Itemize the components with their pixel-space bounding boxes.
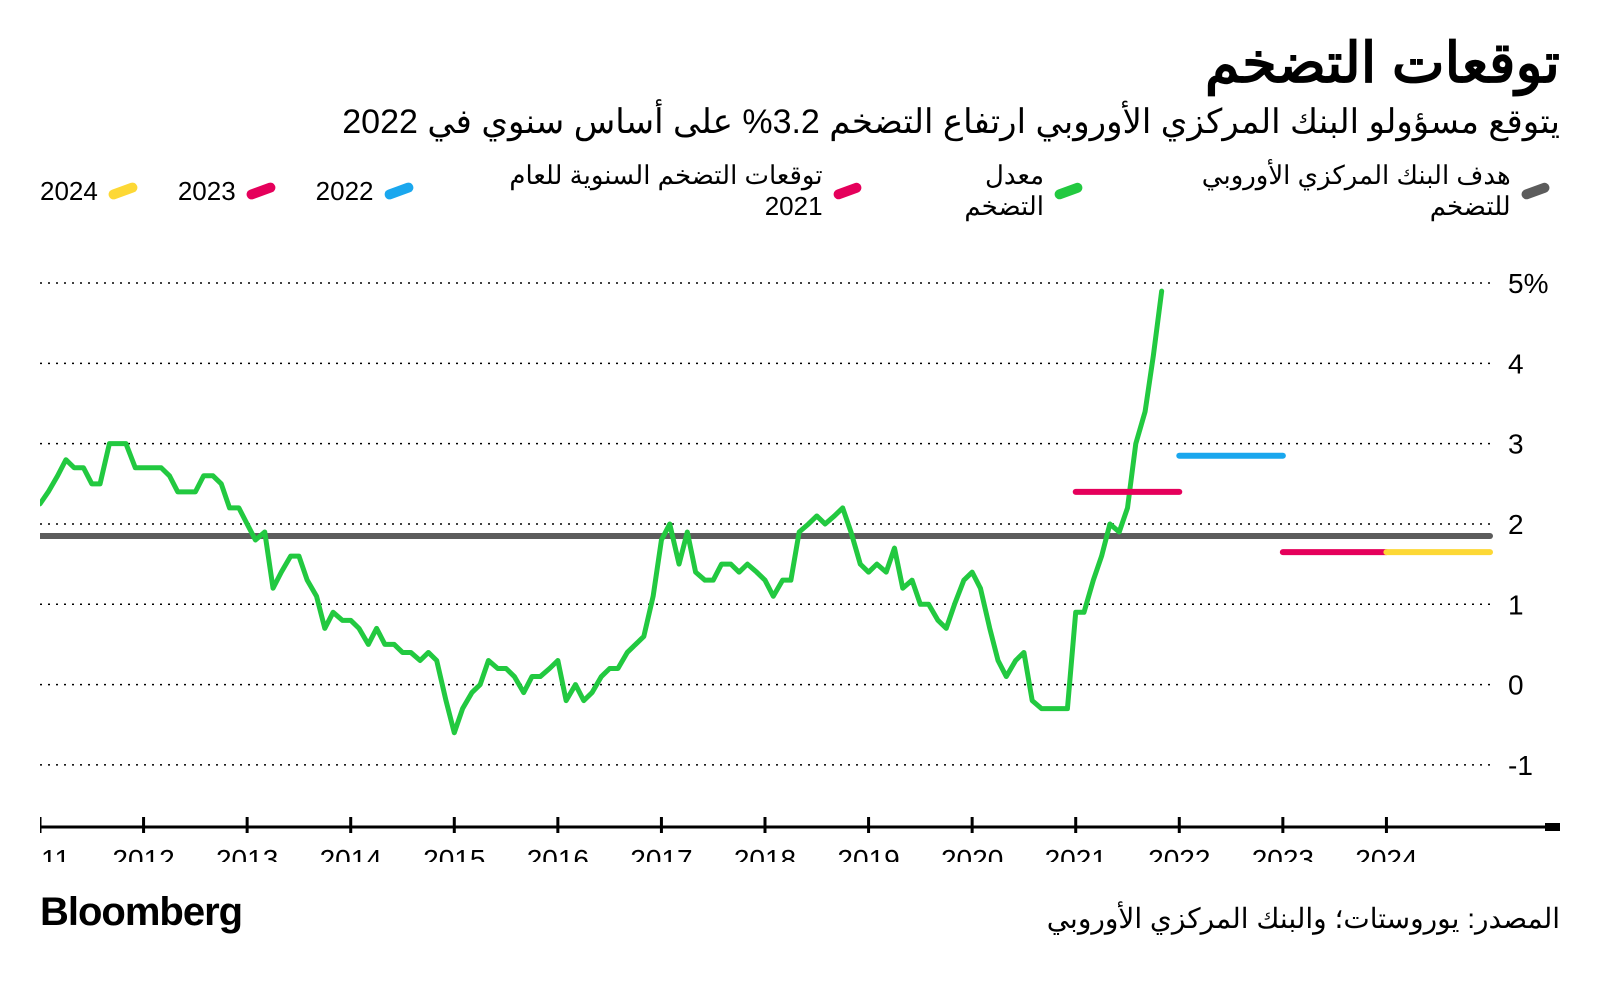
y-tick-label: 5%	[1508, 268, 1548, 299]
legend-swatch	[383, 181, 415, 201]
legend-item: توقعات التضخم السنوية للعام 2021	[454, 160, 862, 222]
chart-area: -1 0 1 2 3 4 5% 2011 2012 2013 2014 2015 2016 2017 201…	[40, 242, 1560, 862]
y-tick-label: 0	[1508, 670, 1524, 701]
legend: هدف البنك المركزي الأوروبي للتضخم معدل ال…	[40, 160, 1560, 222]
x-tick-label: 2017	[630, 844, 692, 862]
x-tick-label: 2018	[734, 844, 796, 862]
chart-subtitle: يتوقع مسؤولو البنك المركزي الأوروبي ارتف…	[40, 102, 1560, 142]
legend-item: هدف البنك المركزي الأوروبي للتضخم	[1123, 160, 1550, 222]
legend-swatch	[1053, 181, 1084, 200]
y-tick-label: 4	[1508, 348, 1524, 379]
x-tick-label: 2019	[837, 844, 899, 862]
x-tick-label: 2014	[320, 844, 382, 862]
legend-swatch	[832, 181, 863, 200]
legend-label: 2024	[40, 176, 98, 207]
legend-swatch	[107, 181, 139, 201]
brand-logo: Bloomberg	[40, 890, 242, 935]
legend-item: 2024	[40, 160, 138, 222]
x-tick-label: 2020	[941, 844, 1003, 862]
x-tick-label: 2021	[1045, 844, 1107, 862]
y-tick-label: 3	[1508, 429, 1524, 460]
x-tick-label: 2012	[112, 844, 174, 862]
legend-label: توقعات التضخم السنوية للعام 2021	[454, 160, 823, 222]
legend-label: 2023	[178, 176, 236, 207]
y-tick-label: 2	[1508, 509, 1524, 540]
y-tick-label: -1	[1508, 750, 1533, 781]
legend-swatch	[245, 181, 277, 201]
source-text: المصدر: يوروستات؛ والبنك المركزي الأوروب…	[1047, 902, 1560, 935]
legend-label: 2022	[316, 176, 374, 207]
y-tick-label: 1	[1508, 589, 1524, 620]
legend-item: 2022	[316, 160, 414, 222]
legend-item: معدل التضخم	[902, 160, 1083, 222]
chart-title: توقعات التضخم	[40, 30, 1560, 96]
legend-label: هدف البنك المركزي الأوروبي للتضخم	[1123, 160, 1510, 222]
x-tick-label: 2024	[1355, 844, 1417, 862]
legend-label: معدل التضخم	[902, 160, 1044, 222]
inflation-line	[40, 291, 1162, 733]
x-tick-label: 2023	[1252, 844, 1314, 862]
legend-item: 2023	[178, 160, 276, 222]
x-tick-label: 2013	[216, 844, 278, 862]
chart-svg: -1 0 1 2 3 4 5% 2011 2012 2013 2014 2015 2016 2017 201…	[40, 242, 1560, 862]
x-tick-label: 2015	[423, 844, 485, 862]
x-tick-label: 2011	[40, 844, 70, 862]
x-tick-label: 2022	[1148, 844, 1210, 862]
legend-swatch	[1520, 181, 1551, 200]
x-tick-label: 2016	[527, 844, 589, 862]
